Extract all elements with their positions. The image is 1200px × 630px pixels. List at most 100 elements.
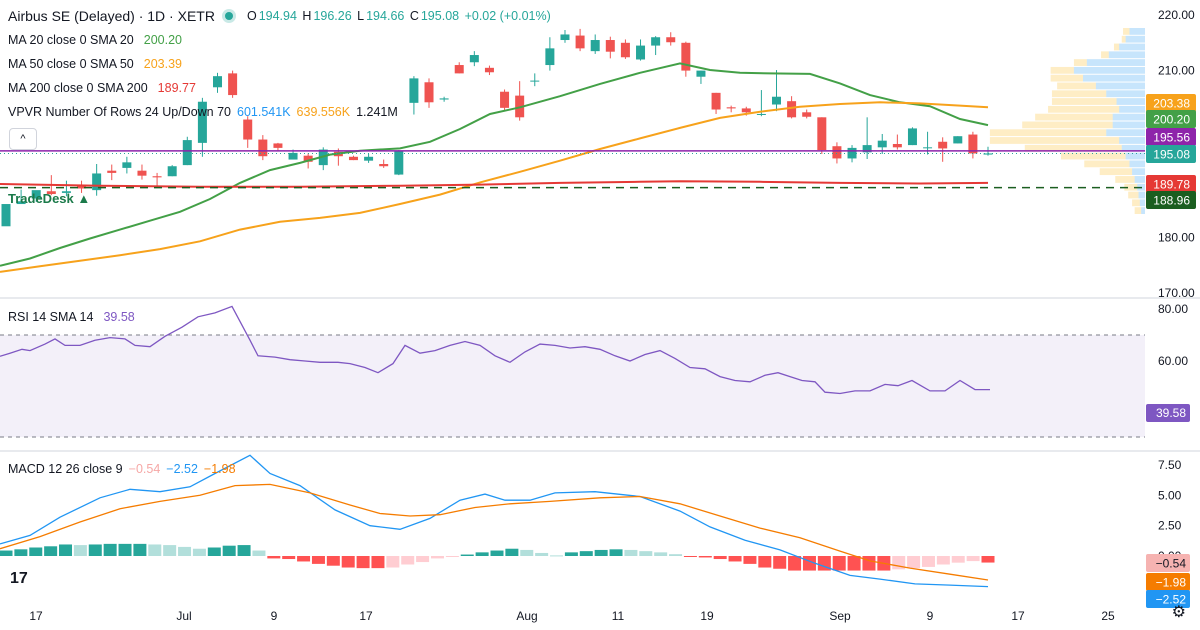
candle-up	[636, 45, 646, 60]
volume-profile-up-bar	[1134, 176, 1145, 183]
ma200-line	[0, 180, 989, 188]
volume-profile-up-bar	[1141, 207, 1145, 214]
candle-up	[651, 37, 661, 46]
collapse-legend-button[interactable]: ^	[9, 128, 37, 150]
tradedesk-label: TradeDesk ▲	[8, 191, 91, 206]
macd-legend[interactable]: MACD 12 26 close 9 −0.54 −2.52 −1.98	[8, 462, 236, 476]
volume-profile-up-bar	[1106, 90, 1145, 98]
candle-down	[273, 143, 283, 148]
ma50-legend[interactable]: MA 50 close 0 SMA 50 203.39	[8, 57, 182, 71]
volume-profile-down-bar	[1113, 43, 1120, 51]
tradingview-logo[interactable]: 17	[10, 570, 28, 587]
macd-histogram-bar	[44, 546, 58, 556]
macd-histogram-bar	[832, 556, 846, 571]
volume-profile-up-bar	[1116, 98, 1145, 105]
candle-down	[938, 141, 948, 149]
open-value: 194.94	[258, 9, 297, 23]
candle-up	[1, 204, 11, 227]
macd-axis-label: 2.50	[1158, 519, 1182, 533]
candle-up	[923, 147, 933, 149]
price-tag-label: 189.78	[1153, 178, 1190, 192]
macd-histogram-bar	[669, 554, 683, 556]
volume-profile-down-bar	[989, 129, 1107, 137]
volume-profile-up-bar	[1119, 105, 1145, 113]
macd-value-tag	[1146, 554, 1190, 572]
macd-histogram-bar	[14, 549, 28, 556]
macd-histogram-bar	[88, 544, 102, 556]
ma50-label: MA 50 close 0 SMA 50	[8, 57, 134, 71]
volume-profile-down-bar	[1084, 160, 1130, 168]
macd-histogram-bar	[654, 552, 668, 556]
ma20-legend[interactable]: MA 20 close 0 SMA 20 200.20	[8, 33, 182, 47]
candle-up	[756, 113, 766, 115]
volume-profile-down-bar	[1132, 199, 1140, 207]
macd-value-tag-label: −0.54	[1156, 557, 1187, 571]
macd-histogram-bar	[103, 543, 117, 556]
candle-down	[379, 164, 389, 167]
volume-profile-up-bar	[1108, 51, 1145, 59]
volume-profile-up-bar	[1106, 129, 1145, 137]
candle-down	[77, 184, 87, 189]
volume-profile-down-bar	[1134, 207, 1142, 214]
vpvr-down-value: 639.556K	[296, 105, 351, 119]
candle-up	[530, 80, 540, 82]
volume-profile-down-bar	[1121, 35, 1126, 43]
candle-down	[892, 143, 902, 148]
ma200-label: MA 200 close 0 SMA 200	[8, 81, 148, 95]
candle-up	[197, 101, 207, 143]
candle-up	[545, 48, 555, 66]
volume-profile-down-bar	[1022, 121, 1113, 129]
macd-histogram-bar	[907, 556, 921, 569]
ma200-legend[interactable]: MA 200 close 0 SMA 200 189.77	[8, 81, 196, 95]
macd-histogram-bar	[921, 556, 935, 567]
ma20-value: 200.20	[143, 33, 182, 47]
symbol-title[interactable]: Airbus SE (Delayed) · 1D · XETR	[8, 8, 215, 24]
gear-icon[interactable]: ⚙	[1171, 604, 1186, 621]
candle-down	[228, 73, 238, 96]
macd-axis-label: 7.50	[1158, 458, 1182, 472]
price-tag	[1146, 175, 1196, 193]
high-value: 196.26	[313, 9, 352, 23]
candle-up	[560, 34, 570, 41]
macd-histogram-bar	[311, 556, 325, 564]
volume-profile-down-bar	[1099, 168, 1133, 176]
volume-profile-down-bar	[1128, 191, 1139, 199]
rsi-legend[interactable]: RSI 14 SMA 14 39.58	[8, 310, 135, 324]
low-label: L	[357, 9, 365, 23]
high-label: H	[302, 9, 312, 23]
macd-histogram-bar	[520, 549, 534, 556]
price-axis-label: 220.00	[1158, 8, 1195, 22]
vpvr-legend[interactable]: VPVR Number Of Rows 24 Up/Down 70 601.54…	[8, 105, 398, 119]
candle-down	[258, 139, 268, 157]
macd-histogram-bar	[594, 549, 608, 556]
macd-histogram-bar	[148, 544, 162, 556]
candle-up	[469, 55, 479, 63]
candle-down	[787, 101, 797, 118]
volume-profile-up-bar	[1112, 113, 1145, 121]
date-axis-label: 19	[700, 609, 714, 623]
date-axis-label: 11	[612, 609, 625, 623]
volume-profile-up-bar	[1125, 152, 1145, 160]
date-axis-label: Aug	[516, 609, 537, 623]
candle-down	[46, 191, 56, 195]
macd-histogram-bar	[252, 550, 266, 556]
volume-profile-down-bar	[1051, 90, 1107, 98]
macd-histogram-bar	[178, 546, 192, 556]
candle-down	[137, 170, 147, 176]
change-value: +0.02 (+0.01%)	[464, 9, 551, 23]
candle-down	[348, 156, 358, 161]
macd-value-tag-label: −1.98	[1156, 576, 1187, 590]
candle-down	[152, 176, 162, 178]
macd-histogram-bar	[73, 545, 87, 556]
rsi-value: 39.58	[103, 310, 135, 324]
volume-profile-up-bar	[1129, 160, 1145, 168]
macd-histogram-bar	[758, 556, 772, 568]
macd-histogram-bar	[579, 551, 593, 556]
macd-histogram-bar	[237, 545, 251, 556]
candle-down	[620, 42, 630, 58]
macd-histogram-bar	[743, 556, 757, 564]
macd-histogram-bar	[788, 556, 802, 571]
macd-histogram-bar	[475, 552, 489, 556]
date-axis-label: 17	[359, 609, 373, 623]
